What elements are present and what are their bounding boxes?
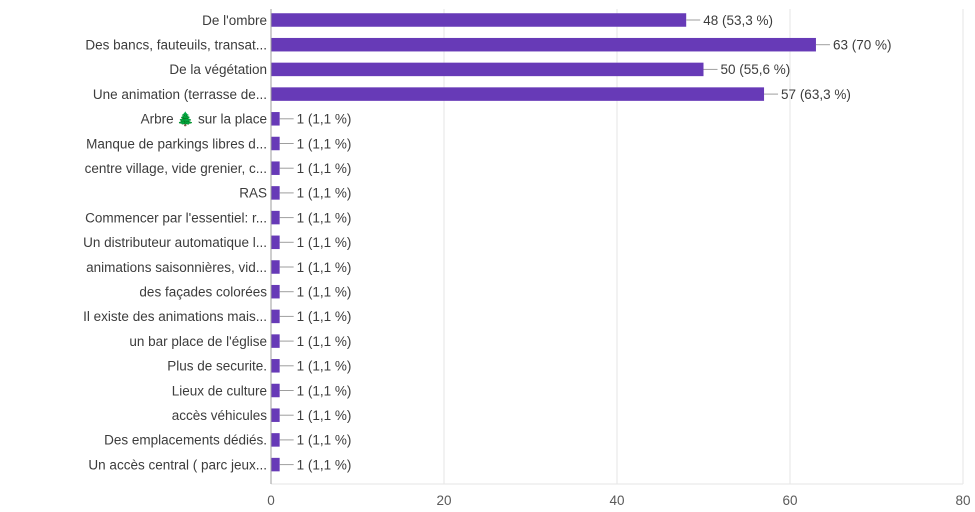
value-label-8: 1 (1,1 %) xyxy=(297,210,352,225)
category-label-3: Une animation (terrasse de... xyxy=(93,87,267,102)
category-label-18: Un accès central ( parc jeux... xyxy=(88,457,267,472)
bar-8 xyxy=(271,210,280,225)
bar-4 xyxy=(271,112,280,126)
category-label-15: Lieux de culture xyxy=(172,383,267,398)
value-label-6: 1 (1,1 %) xyxy=(297,161,352,176)
bar-16 xyxy=(271,408,280,422)
category-label-16: accès véhicules xyxy=(172,408,268,423)
x-tick-label-80: 80 xyxy=(955,493,970,508)
bar-13 xyxy=(271,334,280,348)
bar-6 xyxy=(271,161,280,175)
x-axis-ticks: 0 20 40 60 80 xyxy=(267,493,970,508)
bar-15 xyxy=(271,383,280,398)
bar-3 xyxy=(271,87,765,101)
category-label-9: Un distributeur automatique l... xyxy=(83,235,267,250)
value-label-15: 1 (1,1 %) xyxy=(297,383,352,398)
value-label-13: 1 (1,1 %) xyxy=(297,334,352,349)
category-label-7: RAS xyxy=(239,186,267,201)
x-tick-label-60: 60 xyxy=(782,493,797,508)
bar-9 xyxy=(271,235,280,250)
bar-12 xyxy=(271,309,280,324)
category-label-8: Commencer par l'essentiel: r... xyxy=(85,210,267,225)
bar-0 xyxy=(271,13,687,27)
value-label-0: 48 (53,3 %) xyxy=(703,13,773,28)
category-label-5: Manque de parkings libres d... xyxy=(86,136,267,151)
value-label-2: 50 (55,6 %) xyxy=(721,62,791,77)
bar-10 xyxy=(271,260,280,274)
value-label-4: 1 (1,1 %) xyxy=(297,112,352,127)
category-label-12: Il existe des animations mais... xyxy=(83,309,267,324)
value-label-14: 1 (1,1 %) xyxy=(297,359,352,374)
x-tick-label-40: 40 xyxy=(609,493,624,508)
value-label-5: 1 (1,1 %) xyxy=(297,136,352,151)
category-label-1: Des bancs, fauteuils, transat... xyxy=(85,38,267,53)
bar-1 xyxy=(271,37,816,52)
value-label-10: 1 (1,1 %) xyxy=(297,260,352,275)
bar-7 xyxy=(271,186,280,200)
category-label-17: Des emplacements dédiés. xyxy=(104,433,267,448)
category-labels: De l'ombre Des bancs, fauteuils, transat.… xyxy=(83,13,267,473)
bar-14 xyxy=(271,359,280,373)
category-label-6: centre village, vide grenier, c... xyxy=(85,161,267,176)
bar-2 xyxy=(271,62,704,77)
value-label-18: 1 (1,1 %) xyxy=(297,457,352,472)
value-label-1: 63 (70 %) xyxy=(833,38,892,53)
category-label-11: des façades colorées xyxy=(139,285,267,300)
value-label-16: 1 (1,1 %) xyxy=(297,408,352,423)
value-label-12: 1 (1,1 %) xyxy=(297,309,352,324)
bar-18 xyxy=(271,457,280,472)
bar-17 xyxy=(271,433,280,447)
value-label-3: 57 (63,3 %) xyxy=(781,87,851,102)
category-label-10: animations saisonnières, vid... xyxy=(86,260,267,275)
category-label-14: Plus de securite. xyxy=(167,359,267,374)
value-labels: 48 (53,3 %) 63 (70 %) 50 (55,6 %) 57 (63,3 … xyxy=(279,13,892,472)
category-label-0: De l'ombre xyxy=(202,13,267,28)
category-label-2: De la végétation xyxy=(169,62,267,77)
value-label-7: 1 (1,1 %) xyxy=(297,186,352,201)
value-label-9: 1 (1,1 %) xyxy=(297,235,352,250)
category-label-13: un bar place de l'église xyxy=(129,334,267,349)
bars xyxy=(271,13,816,472)
x-tick-label-20: 20 xyxy=(436,493,451,508)
category-label-4: Arbre 🌲 sur la place xyxy=(141,111,267,127)
x-tick-label-0: 0 xyxy=(267,493,275,508)
gridlines xyxy=(270,9,964,485)
value-label-17: 1 (1,1 %) xyxy=(297,433,352,448)
bar-11 xyxy=(271,284,280,299)
value-label-11: 1 (1,1 %) xyxy=(297,285,352,300)
bar-5 xyxy=(271,136,280,151)
